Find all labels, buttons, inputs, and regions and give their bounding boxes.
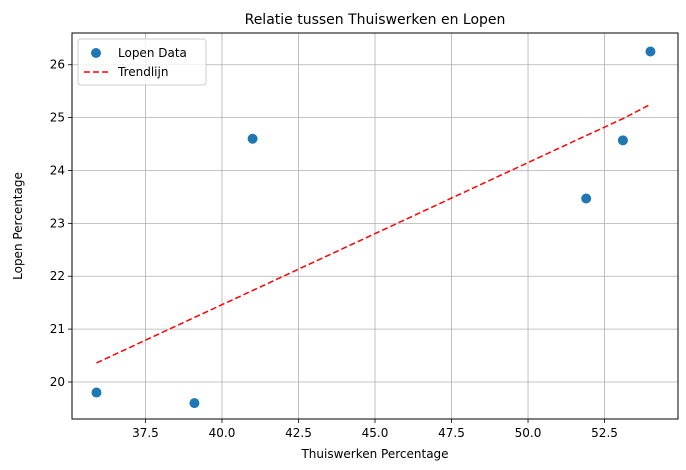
- y-tick-label: 26: [50, 58, 65, 72]
- legend-label-trendlijn: Trendlijn: [117, 65, 168, 79]
- x-tick-label: 40.0: [209, 426, 236, 440]
- x-tick-label: 50.0: [515, 426, 542, 440]
- legend: Lopen Data Trendlijn: [77, 38, 207, 86]
- legend-marker-lopen-data: [91, 48, 101, 58]
- y-tick-label: 22: [50, 269, 65, 283]
- x-tick-label: 47.5: [438, 426, 465, 440]
- x-tick-label: 37.5: [132, 426, 159, 440]
- x-axis-ticks: 37.5 40.0 42.5 45.0 47.5 50.0 52.5: [132, 419, 618, 440]
- grid: [72, 33, 678, 419]
- trendline-series: [96, 103, 651, 364]
- data-point: [645, 46, 656, 57]
- scatter-series: [91, 46, 656, 409]
- data-point: [91, 387, 102, 398]
- y-axis-ticks: 20 21 22 23 24 25 26: [50, 58, 72, 389]
- legend-label-lopen-data: Lopen Data: [118, 46, 187, 60]
- chart-title: Relatie tussen Thuiswerken en Lopen: [245, 12, 506, 28]
- y-tick-label: 25: [50, 111, 65, 125]
- x-tick-label: 42.5: [285, 426, 312, 440]
- x-tick-label: 52.5: [591, 426, 618, 440]
- data-point: [247, 133, 258, 144]
- y-tick-label: 21: [50, 322, 65, 336]
- legend-box: [77, 38, 207, 86]
- y-tick-label: 24: [50, 163, 65, 177]
- data-point: [581, 193, 592, 204]
- data-point: [189, 398, 200, 409]
- x-tick-label: 45.0: [362, 426, 389, 440]
- y-tick-label: 23: [50, 216, 65, 230]
- x-axis-label: Thuiswerken Percentage: [300, 447, 448, 461]
- y-axis-label: Lopen Percentage: [11, 172, 25, 280]
- trendline: [96, 103, 651, 364]
- y-tick-label: 20: [50, 375, 65, 389]
- plot-frame: [71, 32, 679, 420]
- data-point: [617, 135, 628, 146]
